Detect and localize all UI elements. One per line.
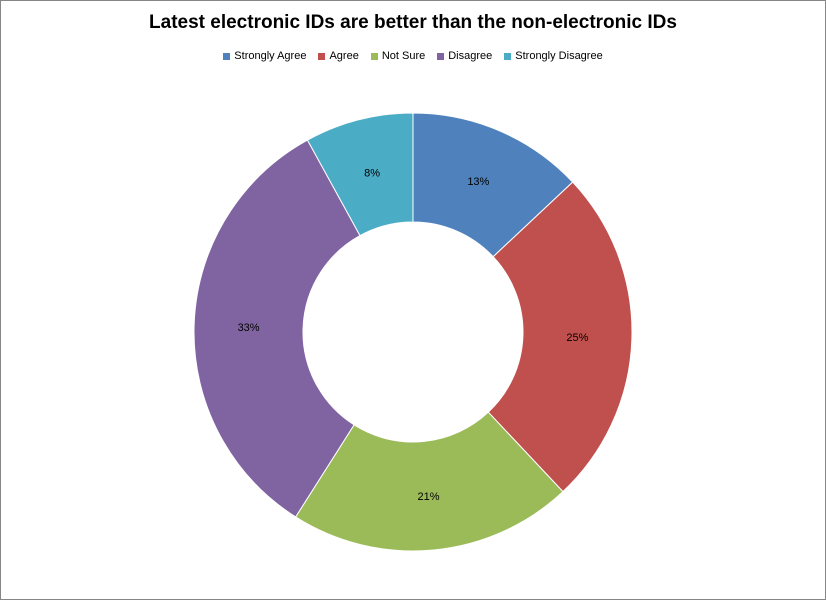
legend-swatch <box>223 52 231 60</box>
legend-swatch <box>504 52 512 60</box>
donut-slice-disagree <box>193 139 361 518</box>
donut-slice-strongly-disagree <box>306 112 414 237</box>
legend-item: Strongly Disagree <box>504 50 603 62</box>
legend-label: Strongly Agree <box>234 50 307 62</box>
data-label: 13% <box>467 176 489 188</box>
legend-item: Agree <box>318 50 359 62</box>
legend-swatch <box>437 52 445 60</box>
data-label: 21% <box>417 491 439 503</box>
legend-label: Agree <box>329 50 359 62</box>
donut-slice-agree <box>487 181 633 493</box>
legend-item: Not Sure <box>370 50 426 62</box>
legend-label: Not Sure <box>381 50 426 62</box>
data-label: 33% <box>238 322 260 334</box>
legend-item: Strongly Agree <box>223 50 306 62</box>
donut-slice-not-sure <box>294 411 564 552</box>
data-label: 25% <box>566 332 588 344</box>
legend-item: Disagree <box>437 50 492 62</box>
legend-swatch <box>318 52 326 60</box>
legend-label: Strongly Disagree <box>515 50 603 62</box>
data-label: 8% <box>364 168 380 180</box>
legend-swatch <box>370 52 378 60</box>
chart-legend: Strongly Agree Agree Not Sure Disagree Stron… <box>0 50 826 62</box>
legend-label: Disagree <box>448 50 493 62</box>
chart-title: Latest electronic IDs are better than th… <box>149 12 677 33</box>
